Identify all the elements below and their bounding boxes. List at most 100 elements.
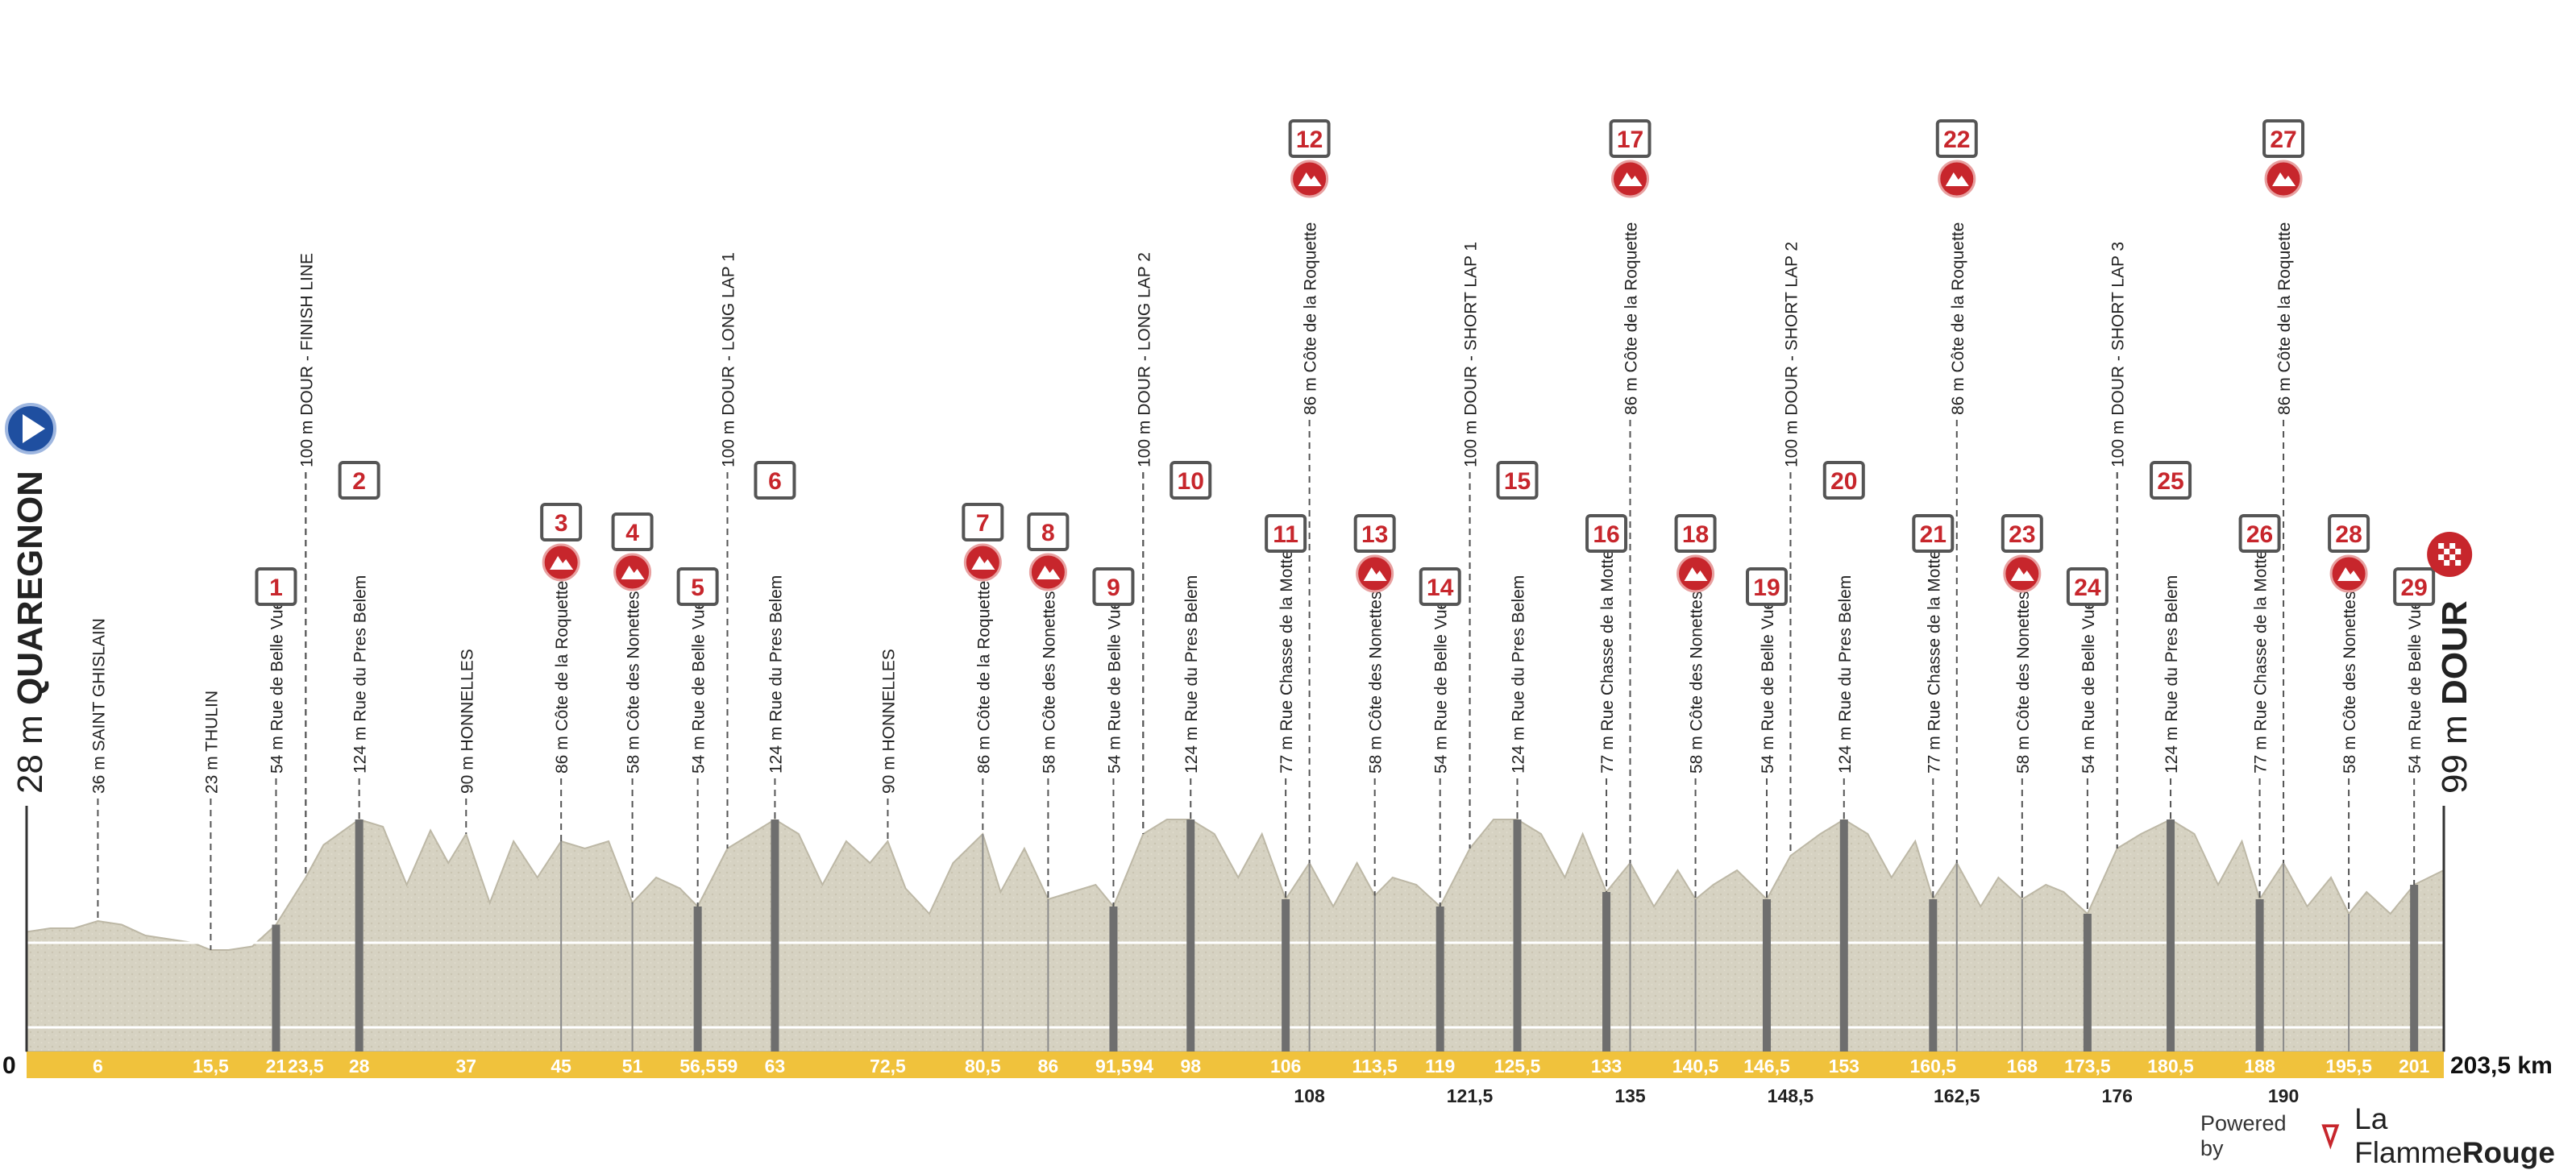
- badge-5: 5: [676, 567, 719, 606]
- km-tick-label: 23,5: [288, 1056, 324, 1077]
- badge-number: 23: [2009, 521, 2035, 548]
- waypoint-label: 100 m DOUR - FINISH LINE: [297, 253, 316, 467]
- waypoint-label: 90 m HONNELLES: [458, 649, 476, 794]
- km-tick-label: 190: [2268, 1085, 2299, 1106]
- km-tick-label: 188: [2244, 1056, 2275, 1077]
- badge-10: 10: [1170, 461, 1212, 500]
- badge-11: 11: [1265, 514, 1307, 553]
- sector-bar: [1435, 907, 1444, 1052]
- badge-number: 24: [2074, 575, 2101, 601]
- badge-16: 16: [1585, 514, 1628, 553]
- powered-by-text: Powered by: [2200, 1111, 2287, 1160]
- sector-bar: [2167, 819, 2175, 1052]
- km-tick-label: 98: [1180, 1056, 1201, 1077]
- badge-box: [2328, 514, 2370, 553]
- waypoint-label: 54 m Rue de Belle Vue: [1105, 600, 1124, 774]
- waypoint-label: 58 m Côte des Nonettes: [1688, 591, 1706, 774]
- waypoint-label: 54 m Rue de Belle Vue: [268, 600, 286, 774]
- km-tick-label: 80,5: [965, 1056, 1001, 1077]
- badge-20: 20: [1822, 461, 1865, 500]
- badge-number: 26: [2246, 521, 2273, 548]
- badge-number: 22: [1943, 127, 1970, 153]
- km-tick-label: 106: [1270, 1056, 1301, 1077]
- badge-2: 2: [338, 461, 380, 500]
- km-tick-label: 113,5: [1352, 1056, 1398, 1077]
- sector-bar: [2255, 899, 2264, 1052]
- badge-13: 13: [1353, 514, 1396, 553]
- badge-box: [255, 567, 297, 606]
- climb-icon: [2003, 554, 2042, 593]
- start-label: 28 m QUAREGNON: [10, 471, 50, 794]
- badge-box: [1822, 461, 1865, 500]
- km-tick-label: 28: [349, 1056, 370, 1077]
- badge-23: 23: [2001, 514, 2043, 553]
- badge-1: 1: [255, 567, 297, 606]
- waypoint-label: 77 m Rue Chasse de la Motte: [1925, 550, 1943, 774]
- credit-footer: Powered by La FlammeRouge: [2200, 1102, 2576, 1169]
- waypoint-label: 86 m Côte de la Roquette: [974, 581, 993, 774]
- km-tick-label: 59: [717, 1056, 738, 1077]
- km-tick-label: 86: [1038, 1056, 1059, 1077]
- badge-number: 25: [2157, 468, 2183, 495]
- badge-box: [754, 461, 796, 500]
- sector-bar: [1513, 819, 1522, 1052]
- finish-label: 99 m DOUR: [2435, 600, 2474, 794]
- badge-26: 26: [2238, 514, 2281, 553]
- badge-number: 6: [768, 468, 782, 495]
- finish-name: DOUR: [2435, 600, 2474, 705]
- badge-box: [1609, 119, 1652, 158]
- badge-number: 10: [1178, 468, 1204, 495]
- km-tick-label: 176: [2102, 1085, 2133, 1106]
- waypoint-label: 77 m Rue Chasse de la Motte: [2252, 550, 2271, 774]
- waypoint-label: 124 m Rue du Pres Belem: [767, 575, 785, 774]
- badge-box: [676, 567, 719, 606]
- km-tick-label: 6: [93, 1056, 103, 1077]
- sector-bar: [693, 907, 702, 1052]
- km-tick-label: 94: [1132, 1056, 1153, 1077]
- waypoint-label: 58 m Côte des Nonettes: [2014, 591, 2033, 774]
- km-tick-label: 180,5: [2147, 1056, 2194, 1077]
- finish-flag-icon: [2427, 532, 2473, 577]
- badge-box: [2238, 514, 2281, 553]
- badge-box: [2393, 567, 2436, 606]
- badge-box: [962, 503, 1004, 541]
- km-tick-label: 153: [1829, 1056, 1859, 1077]
- km-tick-label: 146,5: [1743, 1056, 1790, 1077]
- waypoint-label: 86 m Côte de la Roquette: [1622, 222, 1641, 415]
- km-tick-label: 125,5: [1494, 1056, 1541, 1077]
- badge-number: 9: [1107, 575, 1120, 601]
- climb-icon: [1028, 553, 1067, 591]
- waypoint-label: 124 m Rue du Pres Belem: [351, 575, 370, 774]
- flame-logo-icon: [2320, 1124, 2339, 1150]
- climb-icon: [2329, 554, 2368, 593]
- waypoint-label: 54 m Rue de Belle Vue: [690, 600, 708, 774]
- badge-number: 8: [1041, 520, 1055, 546]
- waypoint-label: 58 m Côte des Nonettes: [1040, 591, 1058, 774]
- badge-box: [1265, 514, 1307, 553]
- km-tick-label: 173,5: [2064, 1056, 2111, 1077]
- km-tick-label: 119: [1425, 1056, 1455, 1077]
- badge-box: [1674, 514, 1717, 553]
- badge-number: 16: [1593, 521, 1619, 548]
- badge-21: 21: [1912, 514, 1955, 553]
- sector-bar: [1602, 892, 1611, 1052]
- badge-number: 7: [976, 510, 990, 537]
- badge-24: 24: [2066, 567, 2109, 606]
- badge-box: [1170, 461, 1212, 500]
- km-tick-label: 63: [765, 1056, 786, 1077]
- badge-number: 15: [1504, 468, 1531, 495]
- badge-number: 20: [1830, 468, 1857, 495]
- axis-end-label: 203,5 km: [2450, 1052, 2553, 1079]
- badge-18: 18: [1674, 514, 1717, 553]
- waypoint-label: 124 m Rue du Pres Belem: [1836, 575, 1855, 774]
- waypoint-label: 100 m DOUR - SHORT LAP 3: [2109, 242, 2128, 467]
- waypoint-label: 124 m Rue du Pres Belem: [1182, 575, 1201, 774]
- km-tick-label: 72,5: [870, 1056, 906, 1077]
- finish-altitude: 99 m: [2435, 705, 2474, 794]
- badge-19: 19: [1745, 567, 1788, 606]
- waypoint-label: 77 m Rue Chasse de la Motte: [1598, 550, 1617, 774]
- sector-bar: [2410, 885, 2419, 1052]
- badge-box: [1496, 461, 1539, 500]
- km-tick-label: 195,5: [2325, 1056, 2372, 1077]
- waypoint-label: 100 m DOUR - LONG LAP 2: [1135, 252, 1153, 467]
